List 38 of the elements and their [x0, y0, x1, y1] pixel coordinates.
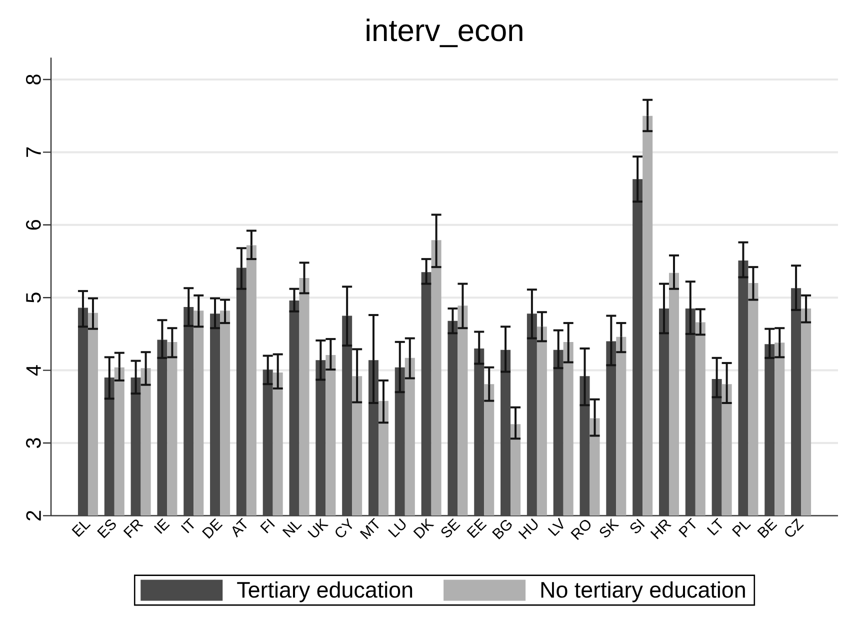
- x-tick-label: AT: [232, 518, 247, 538]
- x-tick-label: UK: [308, 518, 329, 538]
- y-tick-label: 5: [26, 292, 41, 303]
- x-tick-label: DK: [413, 518, 434, 539]
- y-tick-label: 2: [26, 510, 41, 520]
- x-tick-label: LU: [388, 518, 406, 538]
- legend-label: Tertiary education: [237, 581, 412, 602]
- x-tick-label: IT: [180, 518, 194, 534]
- x-tick-label: EL: [72, 522, 91, 537]
- x-tick-label: SI: [630, 518, 645, 534]
- x-tick-label: CY: [336, 518, 352, 538]
- x-tick-label: HU: [518, 518, 538, 540]
- x-tick-label: DE: [202, 518, 223, 539]
- x-tick-label: LT: [706, 518, 722, 536]
- x-tick-label: RO: [570, 520, 591, 540]
- y-tick-label: 6: [26, 220, 41, 230]
- x-tick-label: HR: [650, 520, 672, 540]
- x-tick-label: MT: [360, 518, 379, 540]
- y-tick-label: 3: [26, 438, 41, 448]
- x-tick-label: CZ: [785, 518, 804, 537]
- x-tick-label: SK: [600, 518, 620, 538]
- legend-label: No tertiary education: [541, 581, 745, 602]
- x-tick-label: NL: [282, 522, 302, 538]
- x-tick-label: SE: [441, 518, 460, 538]
- x-tick-label: PL: [732, 522, 751, 537]
- x-tick-label: IE: [154, 518, 170, 534]
- x-tick-label: BE: [757, 518, 778, 538]
- x-tick-label: PT: [678, 518, 696, 538]
- chart-title: interv_econ: [366, 18, 522, 48]
- x-tick-label: FI: [260, 518, 275, 534]
- y-tick-label: 8: [26, 74, 41, 84]
- x-tick-label: ES: [97, 519, 116, 538]
- y-tick-label: 7: [26, 147, 41, 157]
- x-tick-label: FR: [123, 520, 144, 538]
- y-tick-label: 4: [26, 365, 41, 376]
- x-tick-label: LV: [548, 518, 564, 536]
- x-tick-label: EE: [466, 518, 487, 538]
- x-tick-label: BG: [492, 520, 512, 540]
